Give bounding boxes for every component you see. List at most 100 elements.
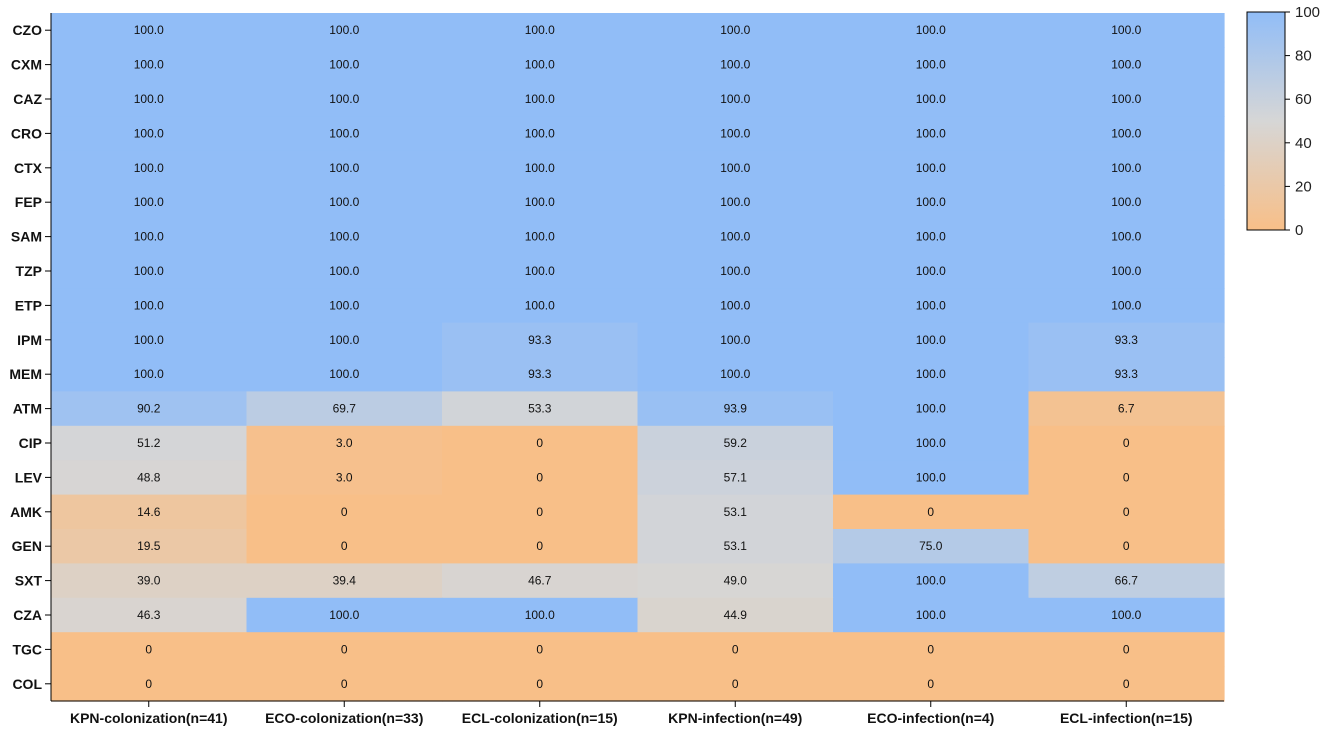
- row-label: ETP: [15, 297, 42, 313]
- heatmap-cell: [637, 150, 834, 186]
- color-scale-tick-label: 20: [1295, 178, 1312, 195]
- cell-value-label: 100.0: [134, 92, 164, 106]
- cell-value-label: 0: [1123, 436, 1130, 450]
- heatmap-cell: [246, 357, 443, 392]
- cell-value-label: 100.0: [1111, 608, 1141, 622]
- color-scale-tick-label: 80: [1295, 48, 1312, 65]
- row-label: CTX: [14, 160, 43, 176]
- row-label: CIP: [19, 435, 42, 451]
- cell-value-label: 100.0: [525, 298, 555, 312]
- heatmap-cell: [51, 391, 248, 427]
- cell-value-label: 100.0: [720, 58, 750, 72]
- heatmap-cell: [442, 357, 639, 392]
- color-scale-tick-label: 100: [1295, 4, 1320, 21]
- heatmap-cell: [51, 632, 248, 668]
- heatmap-cell: [246, 116, 443, 152]
- heatmap-cell: [442, 150, 639, 186]
- heatmap-cell: [833, 632, 1030, 668]
- heatmap-cells: 100.0 100.0 100.0 100.0 100.0 100.0 100.0 100.0…: [51, 13, 1225, 702]
- heatmap-cell: [51, 219, 248, 255]
- cell-value-label: 100.0: [134, 264, 164, 278]
- cell-value-label: 0: [1123, 470, 1130, 484]
- cell-value-label: 100.0: [720, 23, 750, 37]
- heatmap-cell: [637, 116, 834, 152]
- cell-value-label: 100.0: [525, 608, 555, 622]
- heatmap-cell: [1028, 116, 1225, 152]
- heatmap-cell: [442, 460, 639, 496]
- heatmap-cell: [637, 597, 834, 633]
- heatmap-cell: [442, 666, 639, 702]
- heatmap-cell: [1028, 494, 1225, 530]
- heatmap-cell: [51, 116, 248, 152]
- heatmap-cell: [637, 425, 834, 461]
- cell-value-label: 100.0: [329, 161, 359, 175]
- heatmap-cell: [833, 116, 1030, 152]
- cell-value-label: 39.4: [333, 574, 357, 588]
- heatmap-cell: [442, 391, 639, 427]
- heatmap-cell: [246, 563, 443, 599]
- cell-value-label: 51.2: [137, 436, 161, 450]
- cell-value-label: 19.5: [137, 539, 161, 553]
- color-scale-tick-label: 0: [1295, 222, 1303, 239]
- cell-value-label: 100.0: [329, 23, 359, 37]
- heatmap-cell: [442, 529, 639, 564]
- heatmap-cell: [51, 150, 248, 186]
- heatmap-cell: [51, 185, 248, 220]
- heatmap-cell: [442, 116, 639, 152]
- cell-value-label: 100.0: [916, 608, 946, 622]
- heatmap-cell: [637, 666, 834, 702]
- heatmap-cell: [637, 357, 834, 392]
- cell-value-label: 100.0: [1111, 92, 1141, 106]
- cell-value-label: 100.0: [916, 58, 946, 72]
- heatmap-cell: [51, 47, 248, 83]
- heatmap-cell: [637, 494, 834, 530]
- heatmap-cell: [442, 425, 639, 461]
- row-label: CZO: [12, 22, 42, 38]
- cell-value-label: 100.0: [525, 161, 555, 175]
- heatmap-cell: [1028, 47, 1225, 83]
- heatmap-cell: [833, 185, 1030, 220]
- cell-value-label: 100.0: [1111, 58, 1141, 72]
- column-label: ECO-colonization(n=33): [265, 710, 423, 726]
- cell-value-label: 0: [341, 642, 348, 656]
- cell-value-label: 100.0: [329, 58, 359, 72]
- heatmap-cell: [637, 632, 834, 668]
- cell-value-label: 59.2: [724, 436, 748, 450]
- heatmap-cell: [637, 529, 834, 564]
- color-scale-tick-label: 60: [1295, 91, 1312, 108]
- heatmap-cell: [51, 597, 248, 633]
- cell-value-label: 39.0: [137, 574, 161, 588]
- heatmap-cell: [1028, 563, 1225, 599]
- heatmap-cell: [51, 288, 248, 324]
- cell-value-label: 53.3: [528, 402, 552, 416]
- cell-value-label: 100.0: [525, 23, 555, 37]
- heatmap-cell: [1028, 597, 1225, 633]
- heatmap-cell: [833, 219, 1030, 255]
- heatmap-cell: [637, 81, 834, 117]
- cell-value-label: 100.0: [916, 161, 946, 175]
- heatmap-cell: [246, 391, 443, 427]
- cell-value-label: 0: [536, 642, 543, 656]
- heatmap-cell: [246, 529, 443, 564]
- heatmap-cell: [1028, 322, 1225, 358]
- cell-value-label: 100.0: [916, 126, 946, 140]
- heatmap-cell: [246, 666, 443, 702]
- heatmap-cell: [833, 357, 1030, 392]
- cell-value-label: 100.0: [1111, 126, 1141, 140]
- heatmap-cell: [1028, 425, 1225, 461]
- heatmap-cell: [637, 13, 834, 48]
- heatmap-cell: [442, 322, 639, 358]
- row-label: TZP: [16, 263, 42, 279]
- cell-value-label: 3.0: [336, 470, 353, 484]
- cell-value-label: 93.9: [724, 402, 748, 416]
- cell-value-label: 100.0: [329, 298, 359, 312]
- heatmap-cell: [833, 494, 1030, 530]
- cell-value-label: 0: [341, 505, 348, 519]
- cell-value-label: 14.6: [137, 505, 161, 519]
- heatmap-cell: [833, 425, 1030, 461]
- column-label: KPN-colonization(n=41): [70, 710, 228, 726]
- row-label: CRO: [11, 125, 42, 141]
- cell-value-label: 0: [341, 677, 348, 691]
- cell-value-label: 100.0: [1111, 23, 1141, 37]
- cell-value-label: 0: [927, 505, 934, 519]
